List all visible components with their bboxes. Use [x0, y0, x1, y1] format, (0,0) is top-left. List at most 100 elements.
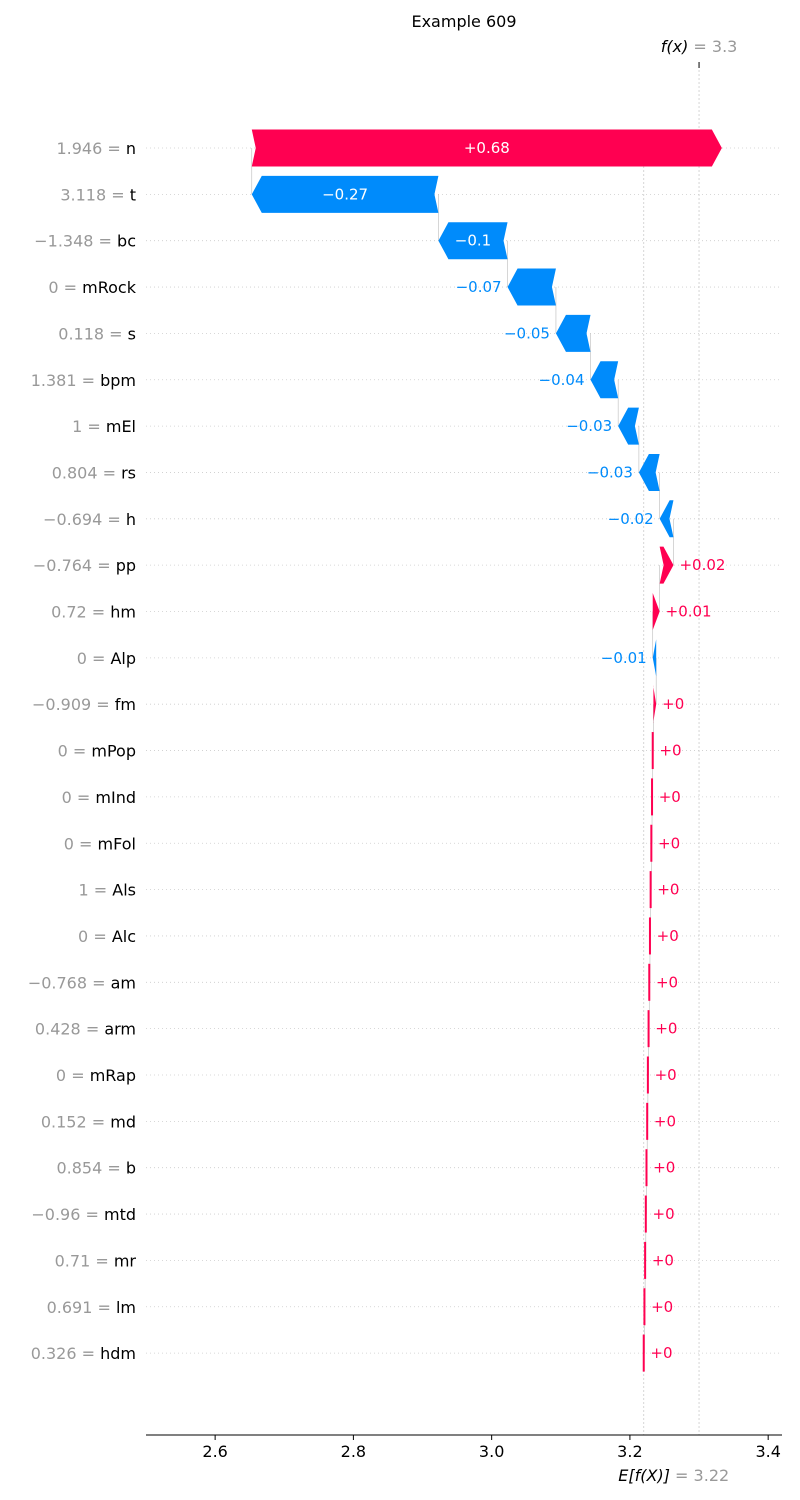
feature-value: 1.946 =	[56, 139, 125, 158]
contribution-label-bpm: −0.04	[539, 371, 585, 389]
feature-name: b	[126, 1158, 136, 1177]
contribution-label-rs: −0.03	[587, 463, 633, 481]
feature-label-n: 1.946 = n	[56, 139, 136, 158]
base-value: = 3.22	[670, 1466, 729, 1485]
feature-value: 0.71 =	[55, 1251, 114, 1270]
feature-label-hm: 0.72 = hm	[51, 602, 136, 621]
feature-value: 0 =	[64, 834, 98, 853]
feature-value: −0.768 =	[28, 973, 111, 992]
feature-name: arm	[104, 1019, 136, 1038]
feature-label-mtd: −0.96 = mtd	[31, 1205, 136, 1224]
bar-pp	[659, 546, 674, 584]
feature-name: Alc	[112, 926, 136, 945]
contribution-label-md: +0	[654, 1112, 676, 1130]
feature-name: bc	[117, 231, 136, 250]
x-tick-label: 3.2	[617, 1442, 642, 1461]
feature-name: bpm	[100, 370, 136, 389]
feature-value: 0.118 =	[58, 324, 127, 343]
feature-value: 0 =	[77, 648, 111, 667]
feature-name: mr	[114, 1251, 137, 1270]
feature-label-rs: 0.804 = rs	[52, 463, 136, 482]
contribution-label-pp: +0.02	[679, 556, 725, 574]
feature-value: 0 =	[56, 1066, 90, 1085]
contribution-label-mFol: +0	[658, 834, 680, 852]
contribution-label-am: +0	[656, 973, 678, 991]
feature-label-h: −0.694 = h	[43, 509, 136, 528]
bar-bpm	[590, 361, 619, 399]
feature-value: 0.428 =	[35, 1019, 104, 1038]
feature-name: hm	[110, 602, 136, 621]
fx-value: = 3.3	[688, 37, 737, 56]
feature-label-md: 0.152 = md	[41, 1112, 136, 1131]
x-tick-label: 2.6	[202, 1442, 227, 1461]
feature-value: 0.152 =	[41, 1112, 110, 1131]
feature-name: n	[126, 139, 136, 158]
feature-value: −0.909 =	[32, 695, 115, 714]
feature-name: mPop	[91, 741, 136, 760]
feature-name: pp	[116, 556, 136, 575]
feature-label-b: 0.854 = b	[56, 1158, 136, 1177]
feature-label-mPop: 0 = mPop	[58, 741, 136, 760]
feature-label-mInd: 0 = mInd	[62, 787, 136, 806]
bar-rs	[638, 453, 660, 491]
fx-prefix: f(x)	[661, 37, 689, 56]
feature-label-fm: −0.909 = fm	[32, 695, 136, 714]
contribution-label-t: −0.27	[322, 185, 368, 203]
feature-value: −0.96 =	[31, 1205, 104, 1224]
feature-label-mEl: 1 = mEl	[72, 417, 136, 436]
feature-value: 0 =	[48, 278, 82, 297]
feature-name: mtd	[104, 1205, 136, 1224]
contribution-label-mPop: +0	[659, 742, 681, 760]
feature-label-Alc: 0 = Alc	[78, 926, 136, 945]
feature-name: mInd	[95, 787, 136, 806]
feature-label-Als: 1 = Als	[79, 880, 137, 899]
feature-label-mr: 0.71 = mr	[55, 1251, 137, 1270]
feature-value: 0.691 =	[47, 1297, 116, 1316]
x-tick-label: 3.4	[755, 1442, 780, 1461]
contribution-label-lm: +0	[651, 1298, 673, 1316]
fx-label: f(x) = 3.3	[661, 37, 738, 56]
feature-name: lm	[116, 1297, 136, 1316]
contribution-label-fm: +0	[662, 695, 684, 713]
feature-value: −1.348 =	[34, 231, 117, 250]
feature-label-s: 0.118 = s	[58, 324, 136, 343]
feature-name: mEl	[106, 417, 136, 436]
bar-n	[251, 129, 722, 167]
contribution-label-bc: −0.1	[455, 232, 491, 250]
bar-s	[555, 314, 591, 352]
feature-name: md	[110, 1112, 136, 1131]
contribution-label-mEl: −0.03	[566, 417, 612, 435]
contribution-label-Alp: −0.01	[601, 649, 647, 667]
contribution-label-Alc: +0	[657, 927, 679, 945]
feature-label-t: 3.118 = t	[60, 185, 136, 204]
contribution-label-b: +0	[653, 1159, 675, 1177]
feature-label-bpm: 1.381 = bpm	[31, 370, 136, 389]
feature-value: 3.118 =	[60, 185, 129, 204]
bar-t	[251, 175, 439, 213]
feature-label-bc: −1.348 = bc	[34, 231, 136, 250]
contribution-label-Als: +0	[657, 881, 679, 899]
feature-label-lm: 0.691 = lm	[47, 1297, 136, 1316]
bar-hm	[652, 593, 660, 630]
contribution-label-mRock: −0.07	[456, 278, 502, 296]
feature-value: 0.326 =	[31, 1344, 100, 1363]
contribution-label-h: −0.02	[608, 510, 654, 528]
feature-name: Als	[112, 880, 136, 899]
feature-value: 0 =	[58, 741, 92, 760]
feature-name: mRock	[82, 278, 137, 297]
contribution-label-mInd: +0	[659, 788, 681, 806]
base-prefix: E[f(X)]	[618, 1466, 670, 1485]
contribution-label-hm: +0.01	[666, 603, 712, 621]
feature-name: fm	[115, 695, 136, 714]
bar-Alp	[652, 639, 657, 677]
bar-fm	[653, 685, 657, 723]
feature-value: 0 =	[62, 787, 96, 806]
contribution-label-hdm: +0	[650, 1344, 672, 1362]
feature-label-Alp: 0 = Alp	[77, 648, 136, 667]
base-value-label: E[f(X)] = 3.22	[618, 1466, 729, 1485]
feature-name: h	[126, 509, 136, 528]
x-tick-label: 3.0	[479, 1442, 504, 1461]
feature-label-pp: −0.764 = pp	[33, 556, 136, 575]
feature-label-arm: 0.428 = arm	[35, 1019, 136, 1038]
chart-title: Example 609	[411, 12, 517, 31]
